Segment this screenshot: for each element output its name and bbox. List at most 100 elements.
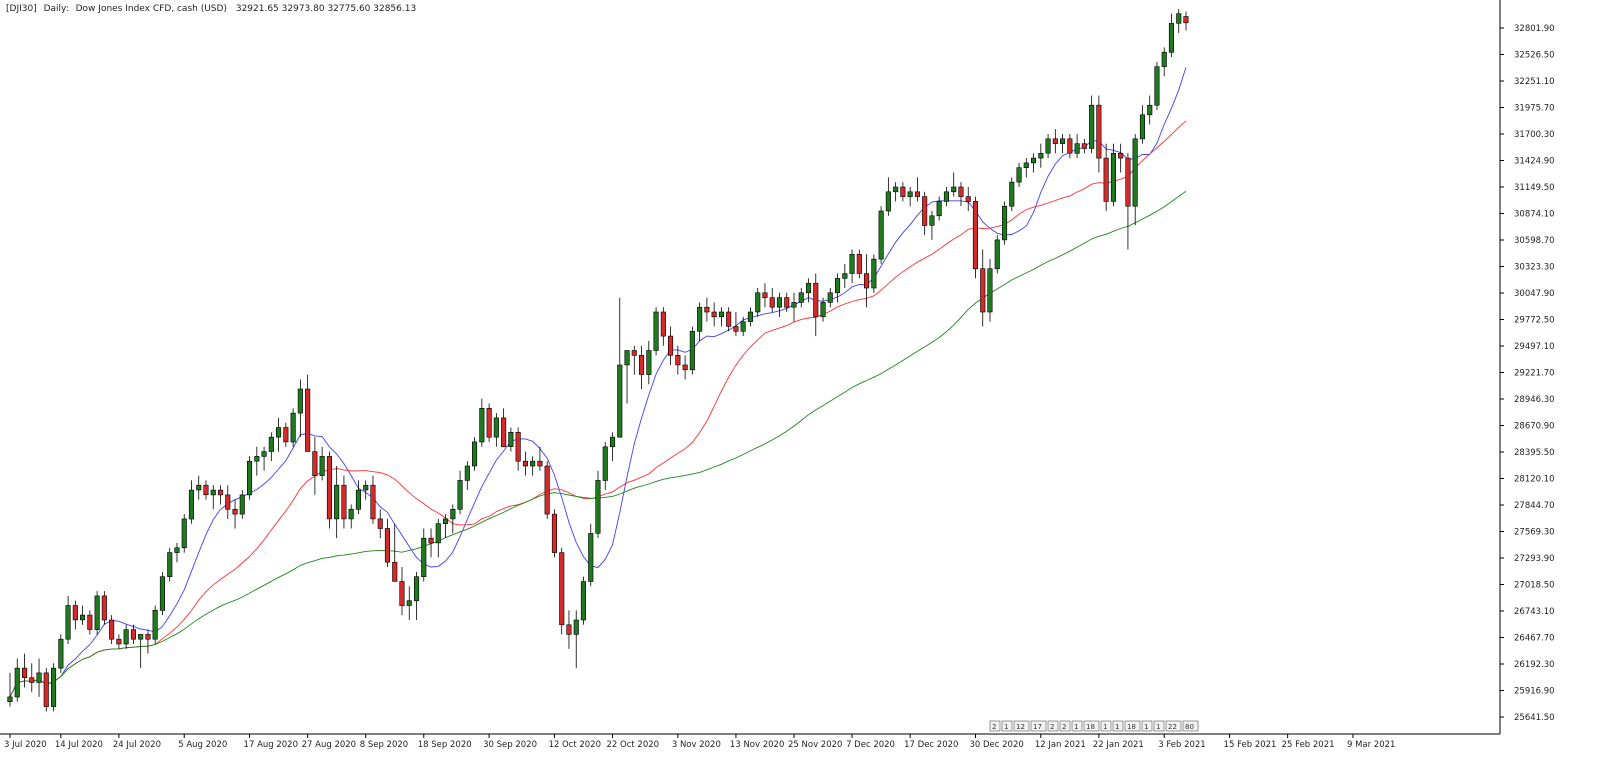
navigator-cell[interactable]: 1 bbox=[1001, 720, 1013, 732]
chart-header: [DJI30] Daily: Dow Jones Index CFD, cash… bbox=[6, 4, 416, 14]
candle-body-bear bbox=[675, 354, 681, 366]
candle bbox=[965, 186, 971, 212]
candle bbox=[486, 403, 492, 442]
candle bbox=[863, 254, 870, 308]
candle bbox=[348, 504, 354, 529]
navigator-cell-label: 1 bbox=[1156, 723, 1160, 731]
candle bbox=[1183, 11, 1189, 31]
candle-body-bear bbox=[501, 417, 507, 448]
candle bbox=[711, 302, 717, 327]
candle bbox=[1103, 143, 1109, 212]
navigator-cell[interactable]: 22 bbox=[1165, 720, 1182, 732]
navigator-cell[interactable]: 1 bbox=[1112, 720, 1124, 732]
candle bbox=[101, 591, 107, 625]
candle-body-bear bbox=[384, 528, 391, 563]
timeframe-navigator[interactable]: 2 1 12 17 2 2 1 18 1 1 18 1 1 22 80 bbox=[989, 720, 1199, 732]
candle-body-bull bbox=[530, 460, 536, 467]
navigator-cell[interactable]: 1 bbox=[1100, 720, 1112, 732]
navigator-cell[interactable]: 2 bbox=[1059, 720, 1071, 732]
candle-body-bull bbox=[798, 292, 804, 303]
navigator-cell[interactable]: 2 bbox=[989, 720, 1001, 732]
candle bbox=[987, 259, 993, 322]
price-tick-label: 29772.50 bbox=[1514, 316, 1555, 326]
candle-body-bear bbox=[704, 306, 710, 313]
candle-body-bear bbox=[958, 186, 964, 197]
candle bbox=[1118, 143, 1124, 173]
candle bbox=[980, 249, 986, 327]
candle bbox=[326, 451, 333, 529]
candle-body-bull bbox=[929, 215, 935, 226]
candle-body-bull bbox=[1060, 138, 1066, 144]
candle bbox=[617, 297, 623, 438]
candle-body-bear bbox=[21, 667, 28, 678]
date-tick-label: 22 Oct 2020 bbox=[607, 740, 660, 750]
candle bbox=[791, 292, 797, 322]
candle-body-bull bbox=[755, 292, 761, 313]
price-tick-label: 26467.70 bbox=[1514, 634, 1555, 644]
candle bbox=[370, 475, 376, 524]
candle bbox=[138, 634, 144, 669]
candle bbox=[421, 528, 427, 582]
candle bbox=[566, 610, 572, 649]
candle bbox=[399, 567, 405, 616]
candle bbox=[43, 668, 49, 712]
candle-body-bear bbox=[428, 537, 434, 544]
candle bbox=[218, 485, 224, 505]
candle-body-bull bbox=[653, 311, 659, 351]
candle-body-bull bbox=[297, 388, 303, 414]
candle-body-bull bbox=[1001, 205, 1008, 241]
navigator-cell-label: 18 bbox=[1127, 723, 1136, 731]
candle-body-bull bbox=[1110, 153, 1116, 202]
navigator-cell[interactable]: 12 bbox=[1013, 720, 1030, 732]
candle-body-bear bbox=[667, 335, 674, 356]
candle-body-bull bbox=[275, 427, 282, 438]
candle-body-bear bbox=[43, 672, 49, 707]
candle-body-bull bbox=[697, 306, 703, 332]
navigator-cell[interactable]: 2 bbox=[1047, 720, 1059, 732]
candle-body-bull bbox=[464, 465, 470, 481]
navigator-cell[interactable]: 80 bbox=[1182, 720, 1199, 732]
navigator-cell[interactable]: 18 bbox=[1124, 720, 1141, 732]
candle-body-bull bbox=[740, 321, 746, 332]
candle-body-bull bbox=[907, 191, 913, 197]
candle bbox=[522, 451, 529, 476]
candle bbox=[29, 663, 35, 693]
candle-body-bear bbox=[856, 254, 862, 274]
candle bbox=[1081, 138, 1087, 154]
candle-body-bull bbox=[595, 480, 601, 534]
candle bbox=[733, 312, 739, 337]
navigator-cell[interactable]: 17 bbox=[1030, 720, 1047, 732]
candle bbox=[188, 480, 194, 524]
candle-body-bear bbox=[566, 624, 572, 635]
candle-body-bull bbox=[1016, 167, 1022, 183]
candle-body-bear bbox=[486, 407, 492, 438]
candle bbox=[1038, 143, 1044, 168]
candle bbox=[922, 191, 928, 236]
navigator-cell[interactable]: 1 bbox=[1071, 720, 1083, 732]
candle bbox=[813, 273, 819, 337]
candle-body-bear bbox=[341, 484, 347, 520]
candle bbox=[225, 485, 231, 519]
navigator-cell-box bbox=[1047, 720, 1059, 732]
navigator-cell[interactable]: 1 bbox=[1153, 720, 1165, 732]
navigator-cell-box bbox=[1100, 720, 1112, 732]
navigator-cell[interactable]: 18 bbox=[1083, 720, 1100, 732]
candle bbox=[464, 461, 470, 491]
navigator-cell[interactable]: 1 bbox=[1141, 720, 1153, 732]
navigator-cell-label: 1 bbox=[1103, 723, 1107, 731]
candle-body-bear bbox=[312, 451, 318, 477]
candle-body-bull bbox=[1089, 104, 1095, 149]
candle-body-bull bbox=[602, 446, 608, 481]
candle bbox=[7, 672, 13, 707]
candle-body-bear bbox=[1183, 16, 1189, 24]
candle-body-bull bbox=[14, 667, 20, 698]
candle-body-bull bbox=[834, 278, 841, 294]
candle-body-bear bbox=[392, 561, 398, 582]
candle-body-bull bbox=[987, 268, 993, 313]
candle-body-bear bbox=[101, 595, 107, 621]
candle bbox=[646, 340, 652, 385]
navigator-cell-label: 2 bbox=[1062, 723, 1066, 731]
candle-body-bull bbox=[646, 350, 652, 375]
candle-body-bull bbox=[1045, 138, 1051, 154]
